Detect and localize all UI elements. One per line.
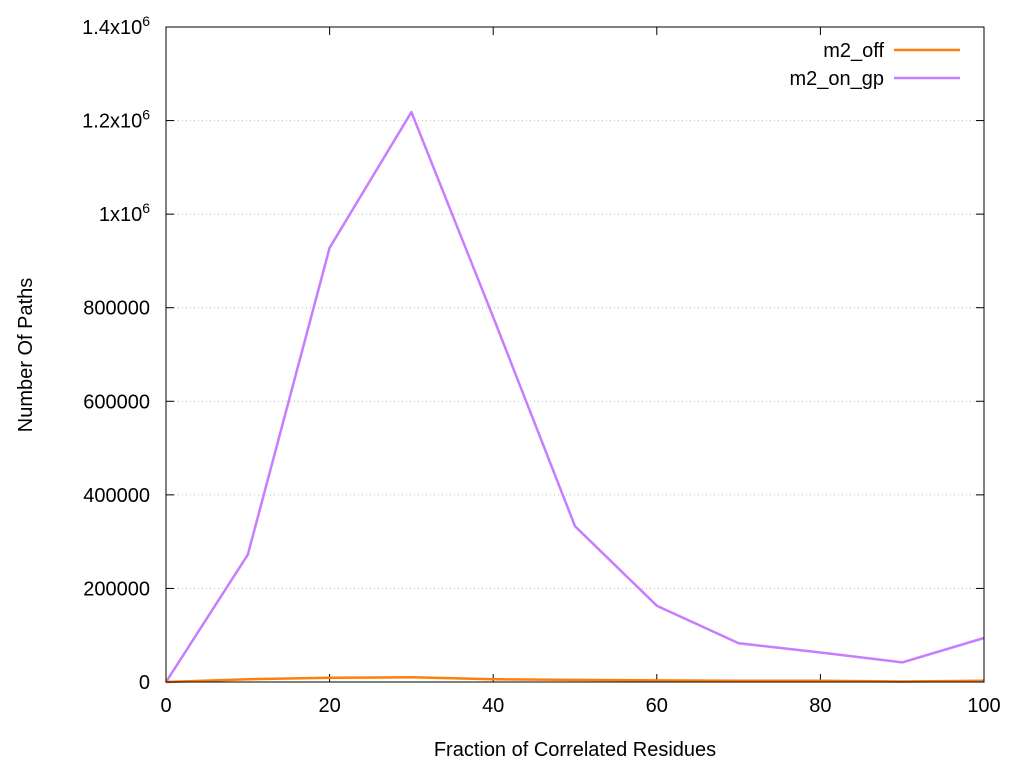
legend-label: m2_on_gp [789,68,884,90]
x-tick-label: 80 [809,695,831,717]
y-tick-label-exponent: 6 [142,107,150,123]
y-tick-label: 400000 [83,485,150,507]
y-tick-label-base: 1.4x10 [82,17,142,39]
y-tick-label-base: 400000 [83,485,150,507]
series-line-m2-off [165,676,985,684]
grid-lines [166,120,984,589]
y-axis-label: Number Of Paths [15,278,37,433]
series-lines [164,110,985,684]
y-tick-labels: 02000004000006000008000001x1061.2x1061.4… [82,13,150,694]
y-tick-label-base: 200000 [83,578,150,600]
x-tick-marks [165,27,985,682]
y-tick-label: 800000 [83,298,150,320]
y-tick-marks [166,26,984,683]
y-tick-label: 1x106 [99,200,150,226]
y-tick-label: 200000 [83,578,150,600]
y-tick-label-base: 600000 [83,391,150,413]
x-tick-label: 20 [318,695,340,717]
y-tick-label: 600000 [83,391,150,413]
y-tick-label-base: 1.2x10 [82,111,142,133]
y-tick-label: 0 [139,672,150,694]
y-tick-label-base: 800000 [83,298,150,320]
y-tick-label-exponent: 6 [142,13,150,29]
x-tick-label: 100 [967,695,1000,717]
y-tick-label-base: 1x10 [99,204,142,226]
y-tick-label-exponent: 6 [142,200,150,216]
x-tick-label: 40 [482,695,504,717]
plot-frame [165,26,985,683]
y-tick-label-base: 0 [139,672,150,694]
legend-label: m2_off [823,40,884,62]
y-tick-label: 1.2x106 [82,107,150,133]
series-line-m2-on-gp [164,110,985,683]
legend: m2_off m2_on_gp [789,40,960,90]
y-tick-label: 1.4x106 [82,13,150,39]
x-tick-labels: 0 20 40 60 80 100 [160,695,1000,717]
x-axis-label: Fraction of Correlated Residues [434,739,716,761]
x-tick-label: 60 [646,695,668,717]
x-tick-label: 0 [160,695,171,717]
